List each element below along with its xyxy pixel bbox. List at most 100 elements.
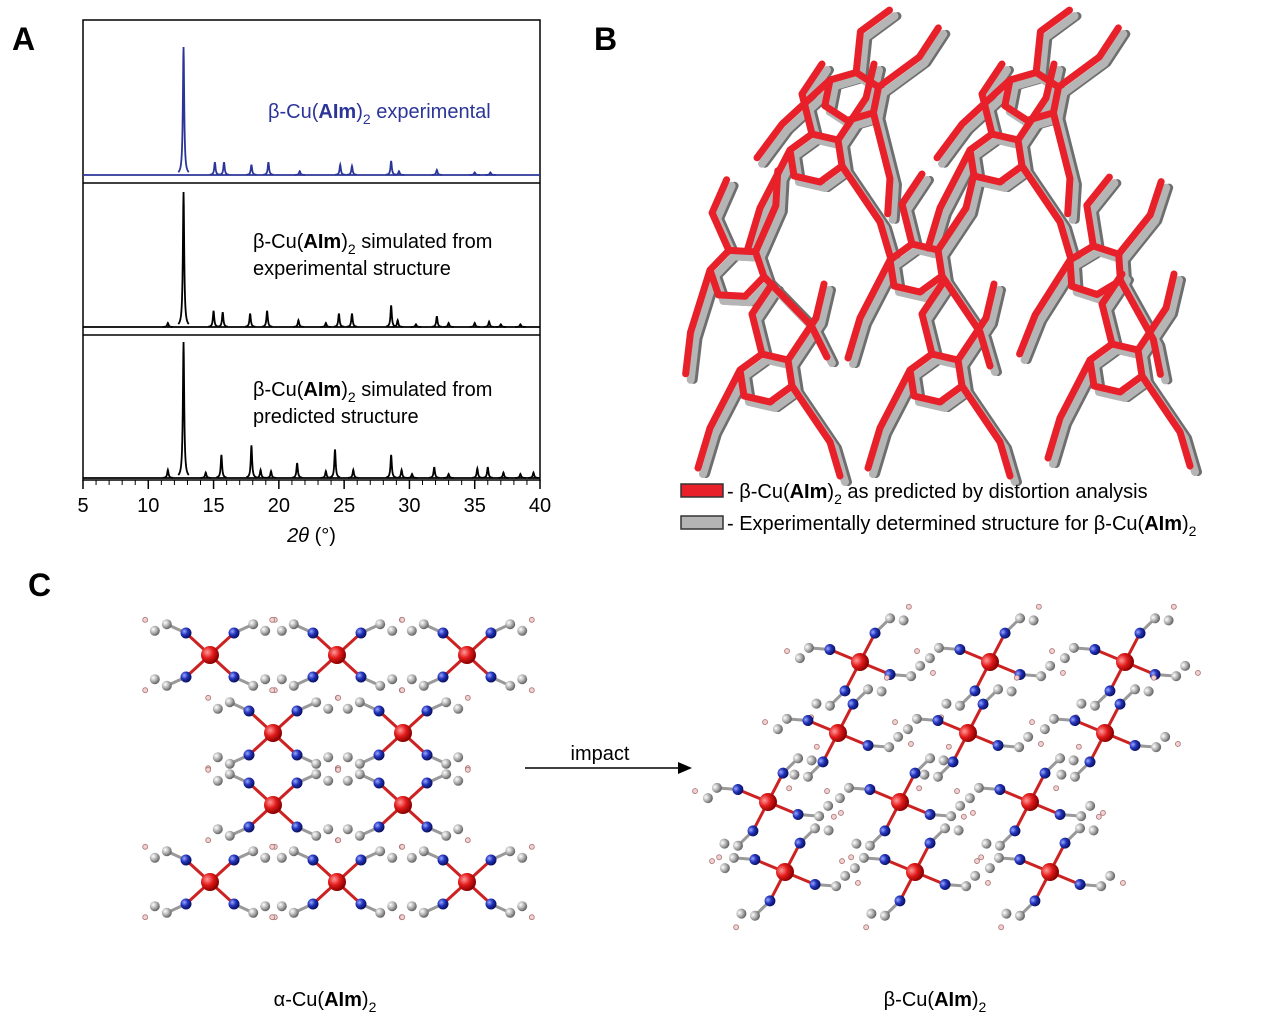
c-atom <box>840 870 851 881</box>
c-atom <box>375 907 386 918</box>
cu-atom <box>201 646 219 664</box>
n-atom <box>1089 644 1101 656</box>
h-atom <box>528 687 535 694</box>
n-atom <box>1039 767 1051 779</box>
h-atom <box>954 788 960 794</box>
n-atom <box>809 878 821 890</box>
n-atom <box>1074 878 1086 890</box>
h-atom <box>945 743 952 750</box>
text-run: 2θ <box>286 525 309 547</box>
n-atom <box>421 777 433 789</box>
n-atom <box>824 644 836 656</box>
h-atom <box>1195 670 1201 676</box>
n-atom <box>355 898 367 910</box>
h-atom <box>1100 810 1106 816</box>
h-atom <box>985 880 991 886</box>
c-atom <box>276 901 287 912</box>
n-atom <box>954 644 966 656</box>
cu-atom <box>906 863 924 881</box>
x-tick-label: 30 <box>398 495 420 517</box>
h-atom <box>528 843 535 850</box>
c-atom <box>248 619 259 630</box>
n-atom <box>839 685 851 697</box>
n-atom <box>180 898 192 910</box>
cu-node <box>709 813 861 931</box>
peak <box>410 323 422 328</box>
n-atom <box>291 777 303 789</box>
peak <box>162 466 174 479</box>
text-run: 2 <box>348 241 356 257</box>
peak <box>385 454 397 479</box>
n-atom <box>228 898 240 910</box>
text-run: AIm <box>934 989 972 1011</box>
c-atom <box>984 863 995 874</box>
peak <box>320 321 332 328</box>
n-atom <box>924 837 936 849</box>
cu-node <box>269 616 405 694</box>
h-atom <box>1053 785 1060 792</box>
c-atom <box>354 769 365 780</box>
n-atom <box>947 756 959 768</box>
molecule <box>1053 280 1195 472</box>
c-atom <box>375 846 386 857</box>
text-run: - Experimentally determined structure fo… <box>727 513 1145 535</box>
c-atom <box>932 771 943 782</box>
n-atom <box>792 808 804 820</box>
h-atom <box>960 813 967 820</box>
c-atom <box>884 742 895 753</box>
c-atom <box>517 901 528 912</box>
peak <box>515 323 526 328</box>
n-atom <box>228 627 240 639</box>
n-atom <box>969 685 981 697</box>
c-atom <box>1048 713 1059 724</box>
peak <box>177 341 190 476</box>
h-atom <box>399 687 406 694</box>
c-atom <box>161 680 172 691</box>
c-atom <box>288 907 299 918</box>
c-atom <box>1006 686 1017 697</box>
c-atom <box>441 697 452 708</box>
n-atom <box>847 698 859 710</box>
molecule <box>876 290 1018 482</box>
cu-node <box>335 766 471 844</box>
trace-label: β-Cu(AIm)2 simulated from <box>253 379 492 405</box>
peak <box>469 171 480 176</box>
h-atom <box>335 694 342 701</box>
n-atom <box>485 898 497 910</box>
c-atom <box>406 852 417 863</box>
cu-node <box>914 603 1066 721</box>
cu-node <box>399 843 535 921</box>
c-atom <box>1023 731 1034 742</box>
text-run: experimental structure <box>253 258 451 280</box>
peak <box>244 313 256 328</box>
c-atom <box>879 910 890 921</box>
cu-atom <box>829 724 847 742</box>
n-atom <box>1054 808 1066 820</box>
cu-node <box>335 694 471 772</box>
h-atom <box>399 914 406 921</box>
x-tick-label: 25 <box>333 495 355 517</box>
text-run: simulated from <box>356 231 493 253</box>
c-atom <box>453 775 464 786</box>
peak <box>245 445 257 479</box>
text-run: ) <box>362 989 369 1011</box>
n-atom <box>485 627 497 639</box>
n-atom <box>307 671 319 683</box>
text-run: β-Cu( <box>884 989 935 1011</box>
n-atom <box>1114 698 1126 710</box>
n-atom <box>437 898 449 910</box>
n-atom <box>869 627 881 639</box>
n-atom <box>355 671 367 683</box>
text-run: 2 <box>1189 523 1197 539</box>
c-atom <box>354 697 365 708</box>
c-atom <box>260 674 271 685</box>
n-atom <box>307 898 319 910</box>
overlay-structure <box>654 0 1198 482</box>
peak <box>392 317 403 328</box>
h-atom <box>1150 674 1157 681</box>
h-atom <box>830 813 837 820</box>
c-atom <box>311 758 322 769</box>
cu-atom <box>394 796 412 814</box>
h-atom <box>716 854 723 861</box>
